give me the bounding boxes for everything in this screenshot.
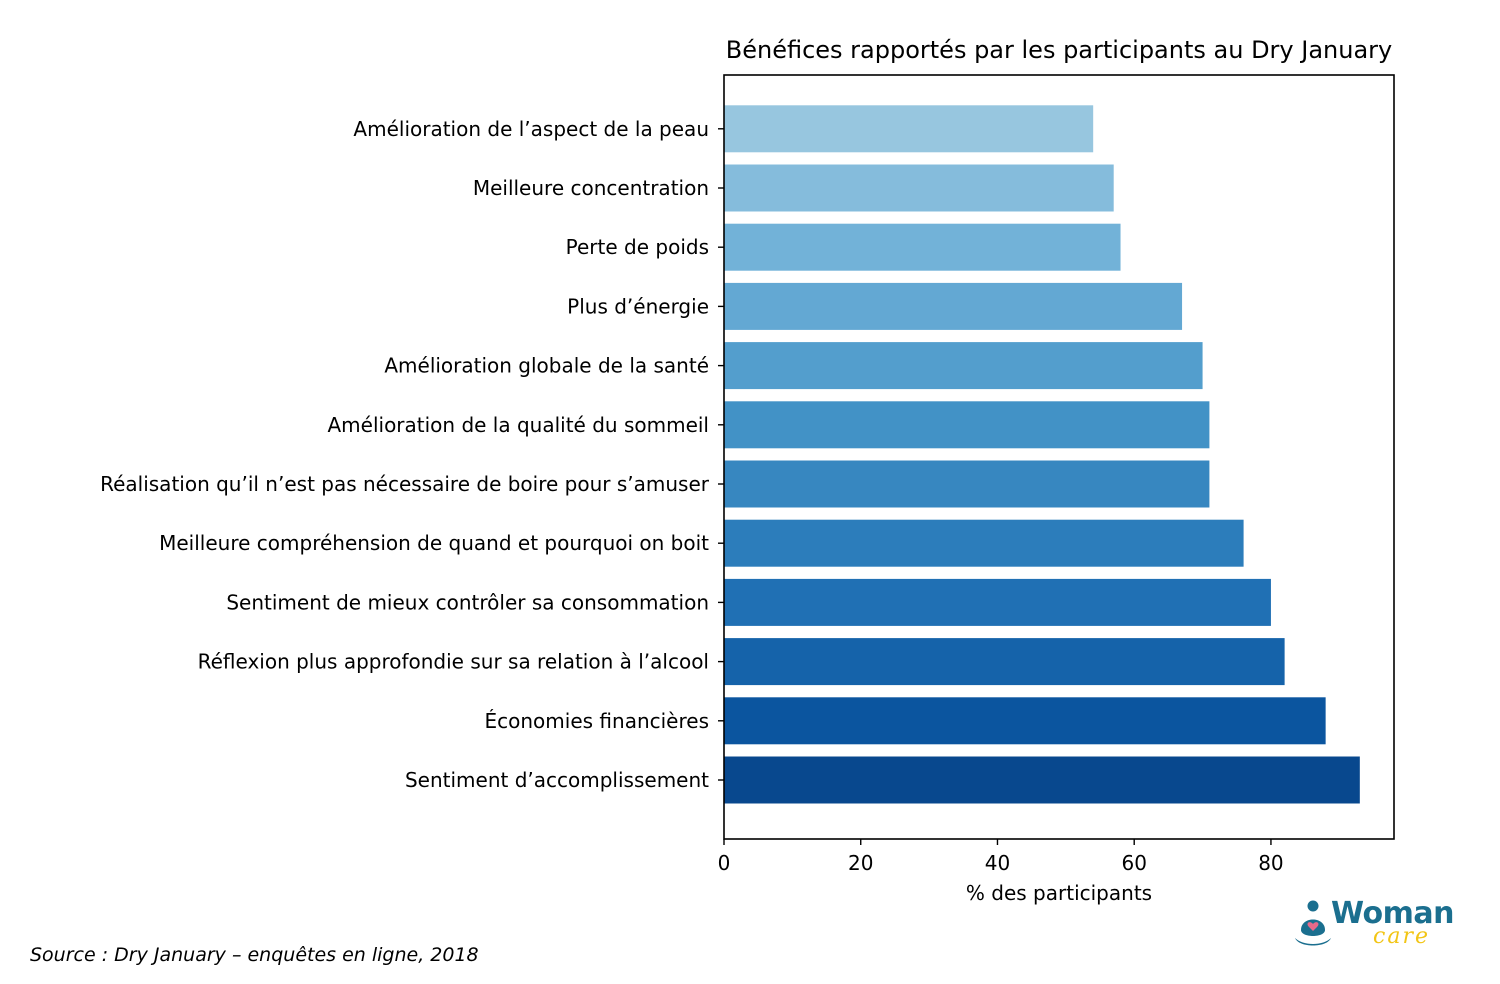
bar xyxy=(724,342,1203,390)
woman-care-logo: Woman care xyxy=(1293,894,1455,954)
x-tick-label: 80 xyxy=(1258,851,1283,875)
logo-figure-icon xyxy=(1295,900,1331,946)
bar xyxy=(724,282,1183,330)
y-tick-label: Amélioration de la qualité du sommeil xyxy=(327,413,709,437)
logo-word: Woman xyxy=(1331,896,1455,931)
y-tick-label: Réflexion plus approfondie sur sa relati… xyxy=(198,650,709,674)
y-tick-label: Amélioration de l’aspect de la peau xyxy=(353,117,709,141)
bar xyxy=(724,697,1326,745)
y-tick-label: Sentiment de mieux contrôler sa consomma… xyxy=(226,590,709,614)
bar xyxy=(724,519,1244,567)
source-note: Source : Dry January – enquêtes en ligne… xyxy=(30,944,479,966)
bar xyxy=(724,460,1210,508)
plot-frame xyxy=(723,74,1395,840)
logo-sub: care xyxy=(1373,924,1430,949)
y-tick-label: Meilleure concentration xyxy=(473,176,709,200)
x-tick-label: 60 xyxy=(1121,851,1146,875)
y-tick-label: Amélioration globale de la santé xyxy=(384,354,709,378)
y-tick-label: Économies financières xyxy=(485,709,709,733)
bars-group xyxy=(724,105,1360,804)
bar xyxy=(724,105,1094,153)
y-tick-labels: Sentiment d’accomplissement Économies fin… xyxy=(100,117,724,792)
y-tick-label: Réalisation qu’il n’est pas nécessaire d… xyxy=(100,472,710,496)
x-tick-label: 20 xyxy=(848,851,873,875)
bar xyxy=(724,578,1271,626)
x-tick-label: 40 xyxy=(985,851,1010,875)
y-tick-label: Sentiment d’accomplissement xyxy=(405,768,709,792)
y-tick-label: Meilleure compréhension de quand et pour… xyxy=(159,531,709,555)
x-ticks: 0 20 40 60 80 xyxy=(718,839,1284,875)
x-axis-label: % des participants xyxy=(966,881,1152,905)
x-tick-label: 0 xyxy=(718,851,731,875)
bar xyxy=(724,401,1210,449)
bar xyxy=(724,164,1114,212)
bar xyxy=(724,223,1121,271)
bar xyxy=(724,638,1285,686)
y-tick-label: Perte de poids xyxy=(566,235,709,259)
bar xyxy=(724,756,1360,804)
y-tick-label: Plus d’énergie xyxy=(567,294,709,318)
chart-title: Bénéfices rapportés par les participants… xyxy=(726,36,1392,64)
